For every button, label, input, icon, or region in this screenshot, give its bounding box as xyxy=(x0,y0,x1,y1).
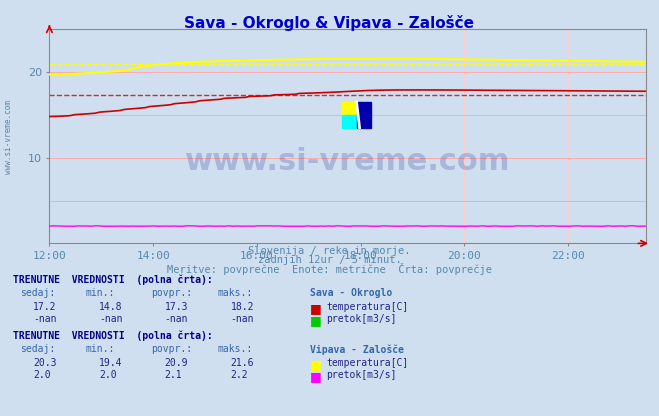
Text: 18.2: 18.2 xyxy=(231,302,254,312)
Bar xyxy=(341,102,357,115)
Text: ■: ■ xyxy=(310,370,322,383)
Text: Slovenija / reke in morje.: Slovenija / reke in morje. xyxy=(248,246,411,256)
Text: povpr.:: povpr.: xyxy=(152,288,192,298)
Text: pretok[m3/s]: pretok[m3/s] xyxy=(326,370,397,380)
Text: -nan: -nan xyxy=(231,314,254,324)
Text: -nan: -nan xyxy=(33,314,57,324)
Text: 2.2: 2.2 xyxy=(231,370,248,380)
Text: TRENUTNE  VREDNOSTI  (polna črta):: TRENUTNE VREDNOSTI (polna črta): xyxy=(13,275,213,285)
Text: zadnjih 12ur / 5 minut.: zadnjih 12ur / 5 minut. xyxy=(258,255,401,265)
Text: sedaj:: sedaj: xyxy=(20,344,55,354)
Text: ■: ■ xyxy=(310,358,322,371)
Text: www.si-vreme.com: www.si-vreme.com xyxy=(185,147,510,176)
Text: 2.0: 2.0 xyxy=(33,370,51,380)
Text: 20.3: 20.3 xyxy=(33,358,57,368)
Text: 20.9: 20.9 xyxy=(165,358,188,368)
Text: Sava - Okroglo & Vipava - Zalošče: Sava - Okroglo & Vipava - Zalošče xyxy=(185,15,474,30)
Text: 19.4: 19.4 xyxy=(99,358,123,368)
Text: pretok[m3/s]: pretok[m3/s] xyxy=(326,314,397,324)
Text: 2.1: 2.1 xyxy=(165,370,183,380)
Text: maks.:: maks.: xyxy=(217,288,252,298)
Text: 17.2: 17.2 xyxy=(33,302,57,312)
Text: temperatura[C]: temperatura[C] xyxy=(326,358,409,368)
Text: povpr.:: povpr.: xyxy=(152,344,192,354)
Text: Sava - Okroglo: Sava - Okroglo xyxy=(310,288,392,298)
Text: temperatura[C]: temperatura[C] xyxy=(326,302,409,312)
Text: ■: ■ xyxy=(310,314,322,327)
Bar xyxy=(357,102,372,128)
Text: Meritve: povprečne  Enote: metrične  Črta: povprečje: Meritve: povprečne Enote: metrične Črta:… xyxy=(167,263,492,275)
Text: maks.:: maks.: xyxy=(217,344,252,354)
Text: min.:: min.: xyxy=(86,344,115,354)
Text: ■: ■ xyxy=(310,302,322,315)
Text: 14.8: 14.8 xyxy=(99,302,123,312)
Text: -nan: -nan xyxy=(99,314,123,324)
Text: -nan: -nan xyxy=(165,314,188,324)
Text: sedaj:: sedaj: xyxy=(20,288,55,298)
Text: 2.0: 2.0 xyxy=(99,370,117,380)
Text: Vipava - Zalošče: Vipava - Zalošče xyxy=(310,344,404,355)
Bar xyxy=(341,115,357,128)
Text: min.:: min.: xyxy=(86,288,115,298)
Text: www.si-vreme.com: www.si-vreme.com xyxy=(4,100,13,174)
Text: 17.3: 17.3 xyxy=(165,302,188,312)
Text: TRENUTNE  VREDNOSTI  (polna črta):: TRENUTNE VREDNOSTI (polna črta): xyxy=(13,331,213,341)
Text: 21.6: 21.6 xyxy=(231,358,254,368)
